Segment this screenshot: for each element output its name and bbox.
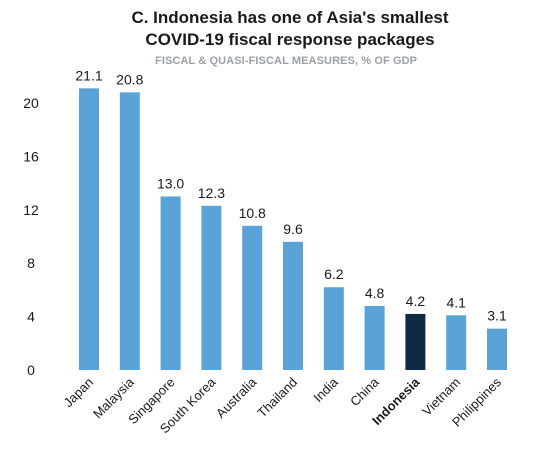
bar-australia	[242, 225, 263, 370]
value-label: 21.1	[75, 67, 102, 83]
y-axis: 0 4 8 12 16 20	[23, 95, 39, 378]
value-label: 3.1	[487, 308, 507, 324]
x-tick-label: Japan	[60, 375, 96, 411]
x-tick-label: China	[347, 374, 382, 409]
value-label: 4.2	[406, 293, 426, 309]
y-tick-label: 8	[27, 255, 35, 271]
chart-title-line-1: C. Indonesia has one of Asia's smallest	[131, 8, 449, 27]
bar-india	[323, 287, 344, 370]
y-tick-label: 4	[27, 309, 35, 325]
bar-indonesia	[405, 313, 426, 370]
x-tick-label: Thailand	[254, 375, 300, 421]
bar-south-korea	[201, 205, 222, 370]
value-label: 9.6	[283, 221, 303, 237]
value-label: 6.2	[324, 266, 344, 282]
value-label: 4.8	[365, 285, 385, 301]
y-tick-label: 20	[23, 95, 39, 111]
value-label: 10.8	[239, 205, 266, 221]
bar-series	[79, 88, 507, 370]
value-label: 20.8	[116, 71, 143, 87]
value-label: 12.3	[198, 185, 225, 201]
bar-japan	[79, 88, 99, 370]
chart-title-line-2: COVID-19 fiscal response packages	[145, 30, 435, 49]
bar-malaysia	[119, 92, 140, 370]
bar-thailand	[283, 241, 303, 370]
y-tick-label: 12	[23, 202, 39, 218]
value-labels: 21.1 20.8 13.0 12.3 10.8 9.6 6.2 4.8 4.2 4.1 3.1	[75, 67, 507, 323]
x-tick-label: India	[310, 374, 341, 405]
bar-vietnam	[446, 315, 467, 370]
bar-singapore	[160, 196, 181, 370]
value-label: 13.0	[157, 175, 184, 191]
bar-philippines	[487, 328, 507, 370]
x-tick-label: Australia	[213, 374, 260, 421]
chart-subtitle: FISCAL & QUASI-FISCAL MEASURES, % OF GDP	[155, 55, 418, 67]
bar-china	[364, 305, 385, 370]
y-tick-label: 16	[23, 148, 39, 164]
y-tick-label: 0	[27, 362, 35, 378]
value-label: 4.1	[446, 294, 466, 310]
